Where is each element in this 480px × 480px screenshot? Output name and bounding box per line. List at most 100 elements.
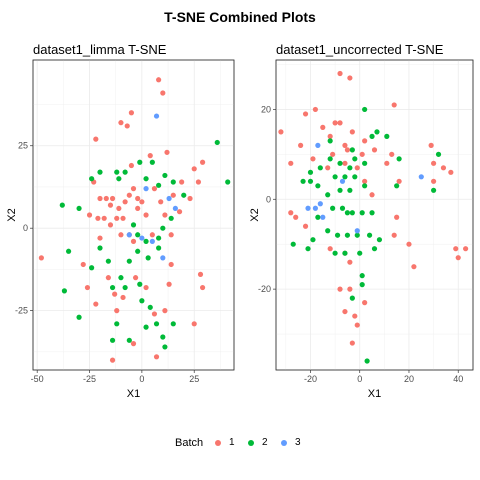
point-batch-1 — [302, 111, 309, 117]
point-batch-1 — [170, 192, 176, 198]
point-batch-1 — [118, 232, 124, 238]
point-batch-2 — [349, 210, 355, 216]
point-batch-1 — [130, 186, 137, 192]
point-batch-1 — [168, 261, 174, 268]
point-batch-1 — [448, 169, 454, 175]
point-batch-2 — [122, 284, 128, 291]
x-tick-label: -20 — [304, 374, 317, 384]
y-tick-label: -25 — [15, 306, 28, 316]
point-batch-1 — [354, 165, 360, 171]
point-batch-2 — [347, 165, 353, 171]
point-batch-3 — [126, 232, 132, 238]
point-batch-1 — [327, 133, 333, 139]
point-batch-1 — [344, 147, 351, 153]
point-batch-2 — [130, 222, 137, 228]
point-batch-1 — [371, 147, 378, 153]
point-batch-1 — [156, 77, 162, 83]
point-batch-2 — [97, 245, 103, 251]
point-batch-1 — [38, 255, 44, 261]
point-batch-1 — [126, 192, 132, 198]
y-tick-label: 0 — [266, 194, 271, 204]
point-batch-1 — [411, 264, 417, 270]
point-batch-1 — [337, 286, 343, 292]
point-batch-2 — [339, 205, 346, 211]
point-batch-1 — [347, 259, 353, 265]
point-batch-1 — [93, 301, 99, 307]
point-batch-2 — [300, 178, 306, 184]
point-batch-1 — [176, 209, 183, 215]
point-batch-2 — [325, 192, 331, 198]
x-tick-label: 20 — [404, 374, 414, 384]
point-batch-2 — [374, 129, 380, 135]
legend: Batch 1 2 3 — [0, 437, 480, 451]
point-batch-1 — [440, 165, 447, 171]
point-batch-1 — [128, 110, 135, 116]
point-batch-2 — [315, 214, 321, 220]
point-batch-1 — [84, 284, 91, 291]
panel-title-right: dataset1_uncorrected T-SNE — [276, 42, 444, 57]
point-batch-2 — [126, 337, 132, 343]
plot-panel-right — [275, 59, 474, 371]
point-batch-1 — [107, 202, 114, 208]
point-batch-1 — [352, 313, 358, 319]
point-batch-1 — [105, 275, 111, 281]
point-batch-1 — [325, 165, 331, 171]
point-batch-2 — [114, 321, 120, 327]
point-batch-1 — [164, 149, 170, 155]
legend-label-2: 2 — [262, 437, 268, 448]
point-batch-3 — [172, 205, 178, 212]
point-batch-2 — [65, 248, 72, 254]
point-batch-1 — [120, 294, 126, 301]
point-batch-1 — [107, 222, 114, 228]
point-batch-1 — [349, 340, 355, 346]
point-batch-2 — [317, 165, 323, 171]
legend-title: Batch — [175, 437, 204, 449]
point-batch-1 — [342, 160, 348, 166]
point-batch-1 — [130, 238, 137, 244]
plot-border-left — [32, 59, 235, 371]
point-batch-1 — [160, 90, 166, 96]
point-batch-2 — [359, 273, 365, 279]
point-batch-1 — [391, 232, 397, 238]
point-batch-2 — [156, 235, 162, 241]
point-batch-1 — [103, 195, 109, 202]
point-batch-1 — [158, 199, 164, 205]
point-batch-2 — [369, 133, 375, 139]
point-batch-1 — [288, 160, 294, 166]
point-batch-1 — [143, 284, 149, 291]
point-batch-1 — [101, 215, 107, 221]
point-batch-2 — [352, 174, 358, 180]
point-batch-1 — [332, 120, 338, 126]
point-batch-1 — [143, 212, 149, 218]
point-batch-2 — [325, 228, 331, 234]
point-batch-2 — [89, 176, 95, 182]
point-batch-1 — [168, 232, 174, 238]
point-batch-1 — [463, 246, 469, 252]
point-batch-1 — [197, 271, 204, 277]
point-batch-2 — [376, 237, 383, 243]
point-batch-2 — [357, 250, 363, 256]
point-batch-1 — [428, 142, 434, 148]
point-batch-2 — [369, 210, 375, 216]
point-batch-2 — [147, 304, 153, 310]
point-batch-2 — [170, 179, 176, 185]
point-batch-2 — [344, 210, 351, 216]
point-batch-2 — [118, 275, 124, 281]
point-batch-1 — [128, 162, 135, 169]
point-batch-1 — [116, 205, 122, 212]
point-batch-1 — [199, 159, 206, 165]
point-batch-1 — [362, 138, 368, 144]
point-batch-1 — [354, 322, 360, 328]
point-batch-1 — [135, 195, 141, 202]
point-batch-1 — [406, 241, 412, 247]
point-batch-2 — [307, 169, 314, 175]
point-batch-1 — [293, 214, 299, 220]
point-batch-2 — [114, 169, 120, 175]
legend-label-1: 1 — [229, 437, 235, 448]
point-batch-2 — [352, 156, 358, 162]
point-batch-1 — [130, 341, 137, 347]
point-batch-3 — [312, 205, 318, 211]
point-batch-1 — [187, 195, 193, 202]
y-tick-label: 25 — [18, 141, 28, 151]
point-batch-1 — [396, 178, 402, 184]
